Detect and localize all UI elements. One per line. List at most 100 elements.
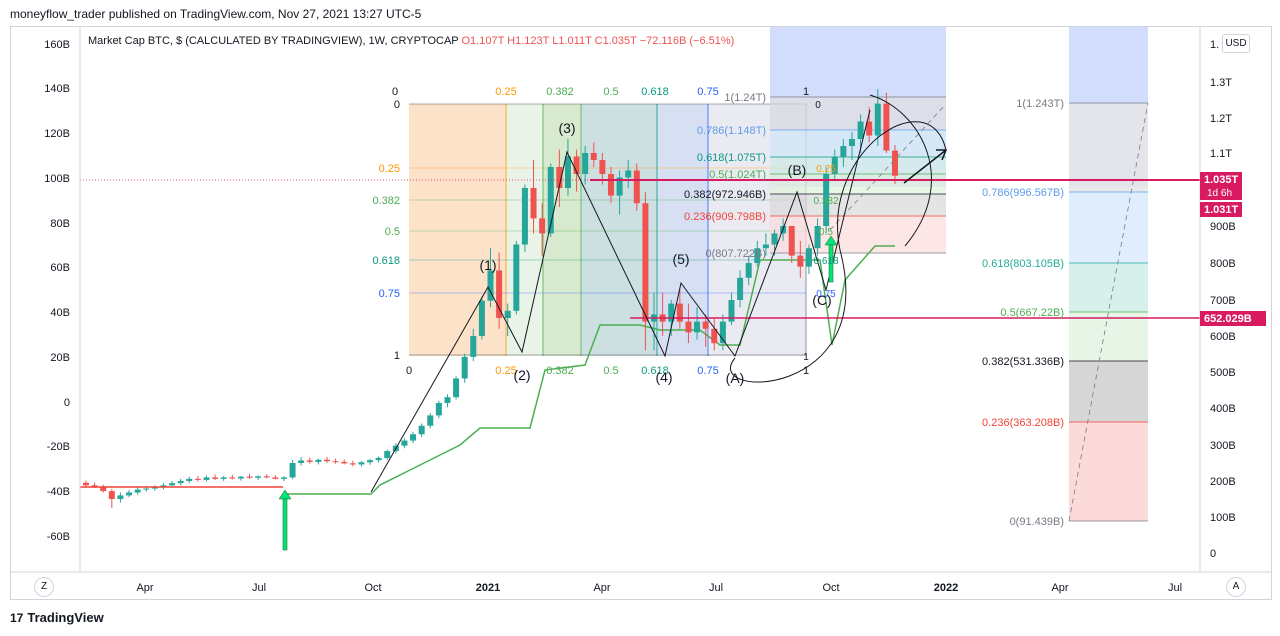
fib-right-band xyxy=(1069,361,1148,422)
fib-mid-label: 0.382(972.946B) xyxy=(684,189,766,201)
candle-body xyxy=(470,336,477,357)
price-label-box xyxy=(1200,172,1242,200)
x-axis-tick: Apr xyxy=(136,582,153,594)
candle-body xyxy=(642,203,649,322)
fib-bottom-label: 0.75 xyxy=(697,365,718,377)
candle-body xyxy=(444,397,451,403)
right-axis-tick: 500B xyxy=(1210,367,1236,379)
fib-mini-label: 0.5 xyxy=(819,227,833,238)
left-axis-tick: 20B xyxy=(50,352,70,364)
fib-bottom-label: 1 xyxy=(803,365,809,377)
candle-body xyxy=(616,177,623,196)
fib-mid-label: 1(1.24T) xyxy=(724,92,766,104)
fib-right-label: 1(1.243T) xyxy=(1016,98,1064,110)
candle-body xyxy=(108,491,115,499)
candle-body xyxy=(797,255,804,267)
candle-body xyxy=(315,459,322,462)
candle-body xyxy=(547,167,554,234)
price-label-box xyxy=(1200,311,1266,326)
candle-body xyxy=(272,477,279,479)
right-axis-tick: 0 xyxy=(1210,548,1216,560)
fib-top-label: 0.25 xyxy=(495,86,516,98)
candle-body xyxy=(564,156,571,188)
x-axis-tick: Oct xyxy=(822,582,839,594)
candle-body xyxy=(771,233,778,245)
candle-body xyxy=(556,167,563,188)
candle-body xyxy=(848,139,855,146)
fib-right-label: 0.618(803.105B) xyxy=(982,258,1064,270)
fib-bottom-label: 0 xyxy=(406,365,412,377)
candle-body xyxy=(358,462,365,465)
fib-left-level: 0 xyxy=(394,99,400,111)
fib-left-level: 1 xyxy=(394,350,400,362)
x-axis-tick: 2022 xyxy=(934,582,958,594)
buy-signal-arrow xyxy=(282,497,288,551)
candle-body xyxy=(117,495,124,499)
projection-arrow xyxy=(903,149,948,184)
fib-retracement-band xyxy=(770,194,946,216)
candle-body xyxy=(745,263,752,278)
fib-bottom-label: 0.5 xyxy=(603,365,618,377)
fib-mini-label: 0.25 xyxy=(816,164,836,175)
fib-mid-label: 0.786(1.148T) xyxy=(697,125,766,137)
fib-right-label: 0.236(363.208B) xyxy=(982,417,1064,429)
legend-open: O1.107T xyxy=(461,35,505,47)
fib-mini-label: 0.75 xyxy=(816,289,836,300)
candle-body xyxy=(143,488,150,490)
candle-body xyxy=(435,402,442,416)
x-axis-tick: Jul xyxy=(1168,582,1182,594)
candle-body xyxy=(892,150,898,176)
right-axis-tick: 800B xyxy=(1210,258,1236,270)
right-axis-tick: 600B xyxy=(1210,331,1236,343)
x-axis-tick: Jul xyxy=(709,582,723,594)
candle-body xyxy=(539,218,546,234)
fib-trend-line xyxy=(1068,102,1149,522)
candle-body xyxy=(625,170,632,178)
candle-body xyxy=(332,461,339,463)
left-axis-tick: 0 xyxy=(64,397,70,409)
fib-retracement-band xyxy=(770,216,946,253)
candle-body xyxy=(126,492,133,496)
candle-body xyxy=(186,478,193,481)
fib-top-label: 1 xyxy=(803,86,809,98)
fib-zone xyxy=(409,104,506,356)
left-axis-tick: -40B xyxy=(47,486,70,498)
candle-body xyxy=(728,300,735,322)
candle-body xyxy=(349,463,356,465)
candle-body xyxy=(694,321,701,333)
elliott-wave-label: (C) xyxy=(812,292,831,308)
candle-body xyxy=(840,146,847,157)
right-axis-tick: 200B xyxy=(1210,476,1236,488)
fib-right-label: 0.786(996.567B) xyxy=(982,187,1064,199)
zoom-button[interactable]: Z xyxy=(34,577,54,597)
candle-body xyxy=(668,303,675,322)
currency-button[interactable]: USD xyxy=(1222,34,1250,53)
candle-body xyxy=(633,170,640,204)
elliott-wave-label: (A) xyxy=(726,370,745,386)
auto-scale-button[interactable]: A xyxy=(1226,577,1246,597)
fib-trend-line xyxy=(829,103,947,231)
fib-mini-label: 0.618 xyxy=(813,256,838,267)
candle-body xyxy=(169,483,176,486)
x-axis-tick: Oct xyxy=(364,582,381,594)
fib-retracement-band xyxy=(770,157,946,174)
candle-body xyxy=(160,485,167,488)
left-axis-tick: 40B xyxy=(50,307,70,319)
candle-body xyxy=(289,463,296,478)
right-axis-tick: 400B xyxy=(1210,403,1236,415)
right-axis-tick: 1.1T xyxy=(1210,148,1232,160)
legend-symbol: Market Cap BTC, $ (CALCULATED BY TRADING… xyxy=(88,35,459,47)
chart-frame[interactable] xyxy=(10,26,1272,600)
candle-body xyxy=(711,328,718,344)
candle-body xyxy=(831,156,838,174)
candle-body xyxy=(737,277,744,300)
candle-body xyxy=(384,451,391,458)
candle-body xyxy=(229,477,236,479)
candle-body xyxy=(762,244,769,249)
fib-right-band xyxy=(1069,103,1148,192)
candle-body xyxy=(685,321,692,333)
fib-bottom-label: 0.25 xyxy=(495,365,516,377)
footer-brand[interactable]: 17 TradingView xyxy=(10,610,104,625)
price-label-text: 1.031T xyxy=(1204,204,1239,216)
